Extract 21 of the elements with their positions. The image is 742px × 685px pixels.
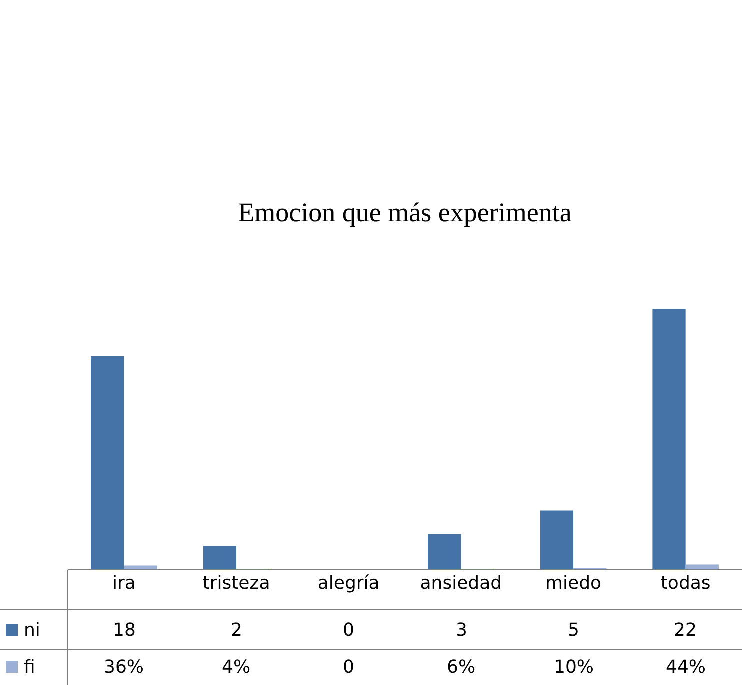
data-label: 4% <box>222 657 251 678</box>
x-tick-label: todas <box>660 573 711 594</box>
x-tick-label: alegría <box>318 573 380 594</box>
x-tick-label: tristeza <box>202 573 270 594</box>
data-label: 18 <box>113 620 136 641</box>
x-tick-label: ira <box>112 573 136 594</box>
data-label: 2 <box>231 620 242 641</box>
legend-label: ni <box>24 620 40 641</box>
data-label: 3 <box>456 620 468 641</box>
data-label: 10% <box>554 657 594 678</box>
chart-title: Emocion que más experimenta <box>238 197 572 228</box>
data-label: 22 <box>674 620 697 641</box>
data-label: 36% <box>104 657 144 678</box>
legend-label: fi <box>24 657 36 678</box>
x-tick-label: miedo <box>545 573 602 594</box>
data-label: 0 <box>343 620 354 641</box>
data-label: 44% <box>666 657 706 678</box>
x-tick-label: ansiedad <box>420 573 502 594</box>
data-label: 0 <box>343 657 354 678</box>
data-label: 6% <box>447 657 476 678</box>
data-label: 5 <box>568 620 580 641</box>
